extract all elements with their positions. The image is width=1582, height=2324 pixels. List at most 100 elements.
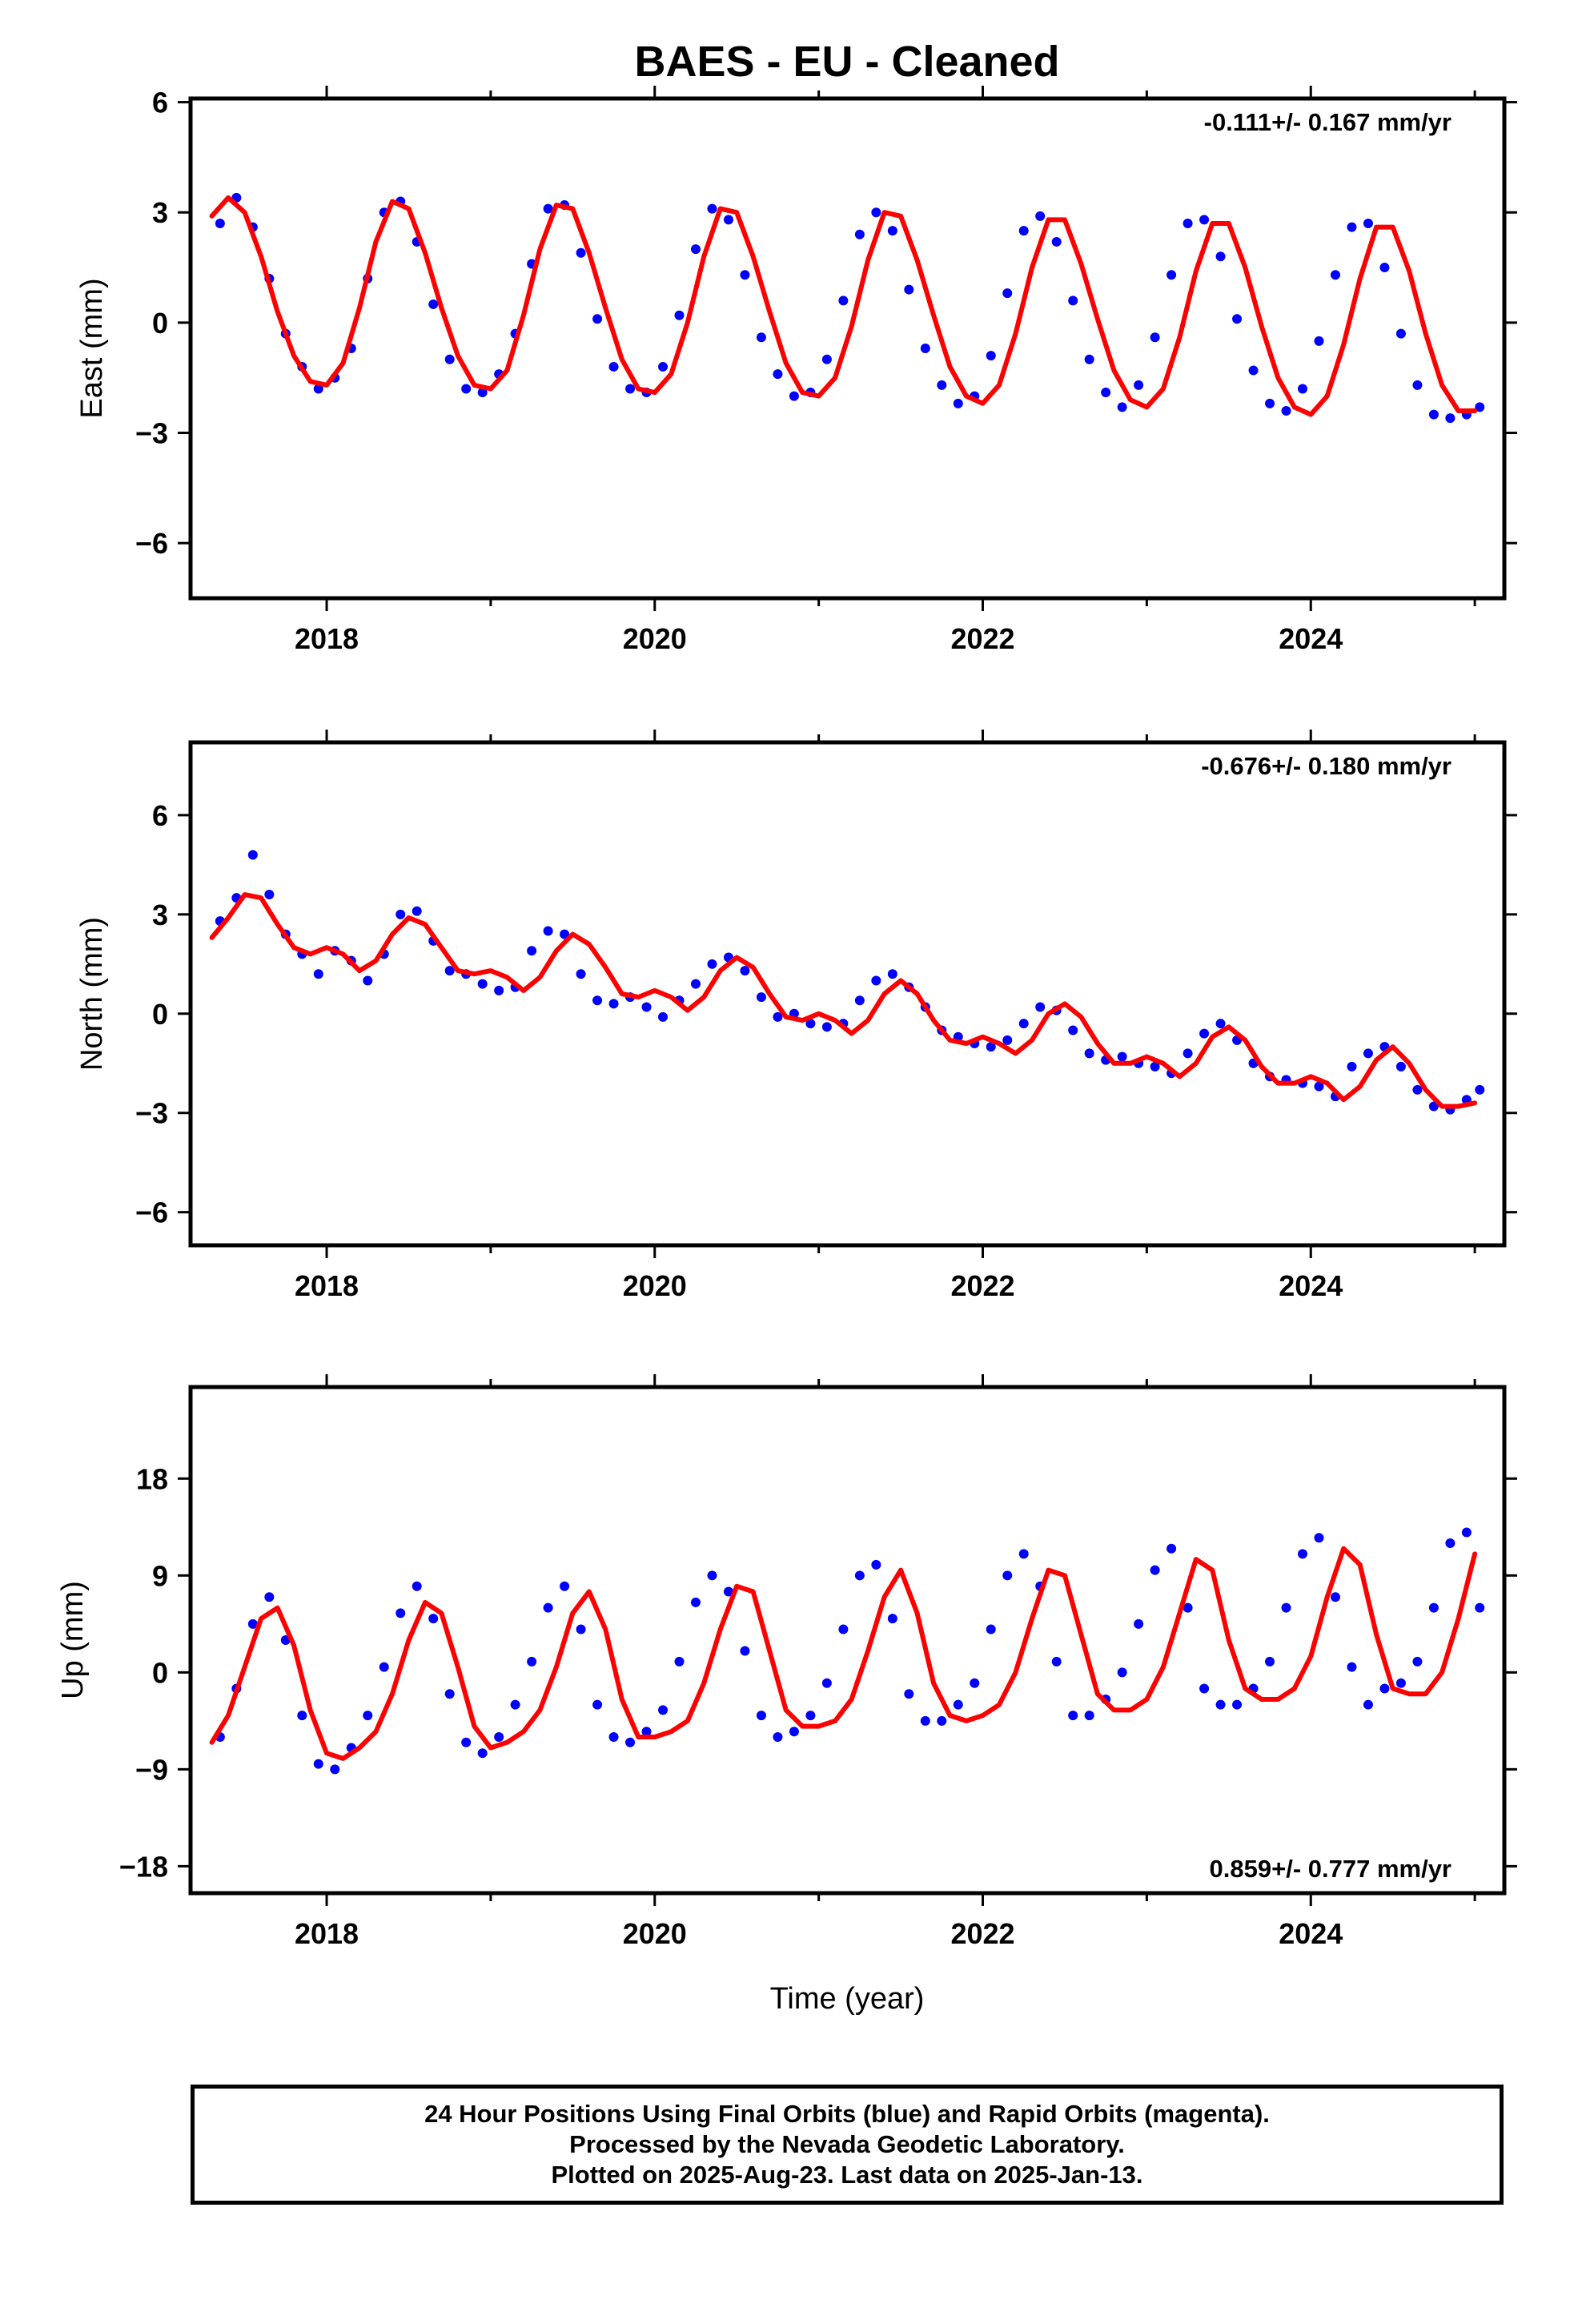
north-point [576, 969, 586, 979]
north-point [527, 946, 537, 956]
up-point [854, 1570, 865, 1581]
east-point [428, 299, 439, 309]
up-point [904, 1689, 914, 1699]
north-point [592, 995, 603, 1006]
east-point [854, 229, 865, 239]
north-point [313, 969, 323, 979]
footer-line-3: Plotted on 2025-Aug-23. Last data on 202… [551, 2161, 1143, 2189]
east-point [1412, 380, 1423, 390]
east-point [920, 344, 930, 353]
north-point [1395, 1061, 1406, 1072]
up-point [1068, 1711, 1078, 1721]
north-point [773, 1011, 783, 1022]
east-point [1051, 236, 1062, 247]
up-point [674, 1656, 685, 1667]
east-point [1150, 332, 1160, 343]
east-y-tick-label: −3 [135, 417, 168, 450]
up-point [1281, 1602, 1291, 1613]
up-y-tick-label: −18 [119, 1850, 168, 1883]
north-x-tick-label: 2024 [1279, 1269, 1343, 1302]
up-point [444, 1689, 455, 1699]
up-point [1461, 1527, 1472, 1538]
up-point [1475, 1602, 1485, 1613]
east-point [789, 391, 799, 401]
east-y-tick-label: 6 [152, 86, 168, 119]
east-model-line [209, 195, 1478, 417]
east-point [1068, 296, 1078, 306]
north-point [1117, 1051, 1127, 1062]
up-point [1298, 1549, 1308, 1559]
up-y-axis-label: Up (mm) [56, 1581, 90, 1699]
east-point [871, 207, 881, 218]
north-point [1215, 1019, 1226, 1029]
up-point [1314, 1533, 1324, 1543]
north-rate-label: -0.676+/- 0.180 mm/yr [1201, 752, 1452, 780]
east-point [658, 361, 669, 372]
east-point [1395, 328, 1406, 339]
north-point [363, 975, 373, 986]
north-point [444, 966, 455, 976]
east-point [1232, 314, 1243, 324]
up-point [1363, 1699, 1373, 1710]
north-y-tick-label: −6 [135, 1196, 168, 1229]
up-point [1134, 1618, 1144, 1629]
north-point [412, 906, 422, 916]
north-point [854, 995, 865, 1006]
east-point [625, 384, 636, 394]
east-y-tick-label: −6 [135, 527, 168, 560]
panel-north: −6 −3 0 3 6 2018 2020 2022 2024 North (mm) -0.676+… [75, 730, 1517, 1302]
north-point [871, 975, 881, 986]
north-point [477, 979, 488, 989]
east-point [1475, 402, 1485, 412]
north-point [641, 1002, 652, 1012]
east-y-tick-label: 0 [152, 307, 168, 340]
north-x-tick-label: 2018 [295, 1269, 359, 1302]
east-point [937, 380, 947, 390]
up-x-tick-label: 2020 [623, 1917, 687, 1950]
north-point [543, 926, 553, 936]
east-point [1166, 270, 1177, 280]
chart-title: BAES - EU - Cleaned [634, 38, 1059, 86]
north-x-tick-label: 2022 [950, 1269, 1014, 1302]
up-point [494, 1732, 504, 1743]
east-point [1445, 413, 1456, 424]
up-point [396, 1608, 406, 1618]
north-point [608, 999, 619, 1009]
footer-line-1: 24 Hour Positions Using Final Orbits (bl… [424, 2100, 1270, 2128]
north-y-axis-label: North (mm) [75, 917, 109, 1071]
up-point [1330, 1592, 1340, 1602]
east-point [838, 296, 849, 306]
east-point [740, 270, 750, 280]
up-point [428, 1614, 439, 1624]
up-y-tick-label: −9 [135, 1753, 168, 1786]
east-point [1215, 251, 1226, 262]
east-y-tick-label: 3 [152, 196, 168, 229]
east-point [773, 369, 783, 380]
east-point [1182, 219, 1193, 228]
up-point [297, 1711, 307, 1721]
up-point [690, 1597, 701, 1607]
north-x-tick-label: 2020 [623, 1269, 687, 1302]
east-point [756, 332, 766, 343]
north-point [658, 1011, 669, 1022]
up-point [313, 1759, 323, 1769]
up-y-tick-label: 18 [136, 1462, 168, 1495]
north-point [887, 969, 897, 979]
x-axis-label: Time (year) [770, 1982, 925, 2016]
east-point [444, 354, 455, 364]
up-point [1182, 1602, 1193, 1613]
up-points [215, 1527, 1485, 1775]
panel-east: −6 −3 0 3 6 2018 2020 2022 2024 East (mm) -0.111+/… [75, 86, 1517, 655]
north-point [264, 890, 275, 900]
north-point [1314, 1081, 1324, 1092]
up-point [838, 1624, 849, 1634]
up-point [510, 1699, 520, 1710]
up-point [756, 1711, 766, 1721]
north-y-tick-label: 3 [152, 899, 168, 931]
panel-up: −18 −9 0 9 18 2018 2020 2022 2024 Up (mm) 0.859+/-… [56, 1374, 1517, 1950]
up-point [1117, 1667, 1127, 1678]
east-point [1379, 263, 1390, 273]
north-point [1002, 1035, 1013, 1045]
up-y-tick-label: 9 [152, 1559, 168, 1592]
east-point [1117, 402, 1127, 412]
